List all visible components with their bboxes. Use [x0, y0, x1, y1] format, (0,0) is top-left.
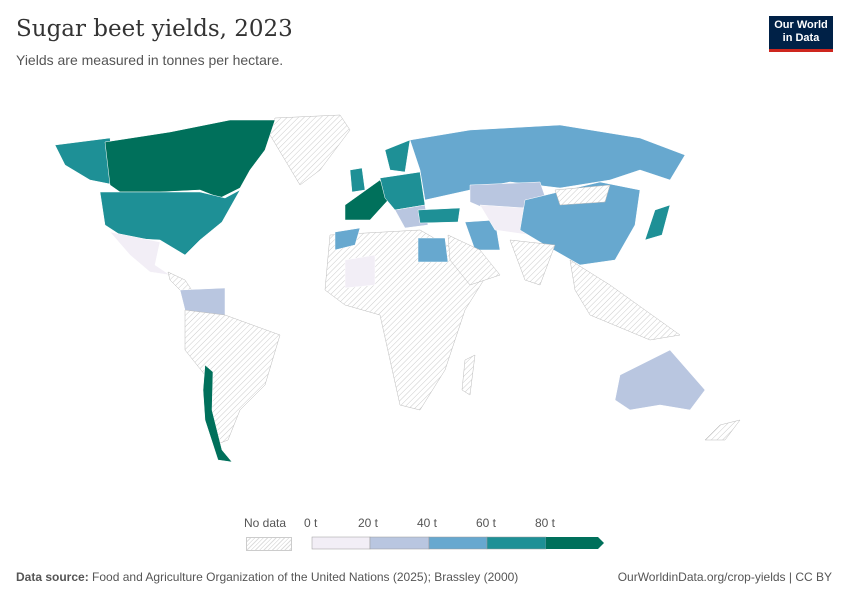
- country-iran[interactable]: [464, 219, 501, 251]
- legend-no-data-label: No data: [244, 516, 287, 530]
- world-map: [54, 114, 741, 463]
- data-source: Data source: Food and Agriculture Organi…: [16, 570, 518, 584]
- country-scandinavia[interactable]: [384, 139, 411, 173]
- country-india[interactable]: [509, 239, 556, 286]
- country-mali[interactable]: [344, 254, 376, 289]
- country-usa[interactable]: [99, 189, 241, 256]
- country-chile[interactable]: [202, 364, 233, 463]
- country-australia[interactable]: [614, 349, 706, 411]
- country-central-europe[interactable]: [379, 171, 426, 211]
- country-new-zealand[interactable]: [704, 419, 741, 441]
- legend-tick: 0 t: [304, 516, 318, 530]
- legend-bin-0-20: [311, 536, 371, 550]
- footer-link[interactable]: OurWorldinData.org/crop-yields | CC BY: [617, 570, 832, 584]
- country-madagascar[interactable]: [461, 354, 476, 396]
- country-russia[interactable]: [409, 124, 686, 201]
- country-alaska[interactable]: [54, 137, 116, 186]
- country-se-asia[interactable]: [569, 259, 681, 341]
- legend-tick: 40 t: [417, 516, 438, 530]
- country-spain-france[interactable]: [344, 179, 391, 221]
- source-label: Data source:: [16, 570, 89, 584]
- country-japan[interactable]: [644, 204, 671, 241]
- country-south-america[interactable]: [184, 309, 281, 446]
- legend-bin-60-80: [486, 536, 547, 550]
- logo-line2: in Data: [782, 32, 820, 44]
- legend-tick: 60 t: [476, 516, 497, 530]
- chart-title: Sugar beet yields, 2023: [16, 16, 293, 42]
- legend-tick: 20 t: [358, 516, 379, 530]
- logo-line1: Our World: [774, 19, 828, 31]
- owid-logo[interactable]: Our World in Data: [769, 16, 833, 52]
- country-uk[interactable]: [349, 167, 366, 193]
- legend-tick: 80 t: [535, 516, 556, 530]
- country-morocco[interactable]: [334, 227, 361, 251]
- legend-bin-20-40: [369, 536, 430, 550]
- source-text: Food and Agriculture Organization of the…: [92, 570, 519, 584]
- country-egypt[interactable]: [417, 237, 449, 263]
- country-greenland[interactable]: [269, 114, 351, 186]
- country-mongolia[interactable]: [554, 184, 611, 206]
- legend-no-data-swatch: [246, 537, 292, 551]
- country-middle-east[interactable]: [447, 234, 501, 286]
- chart-subtitle: Yields are measured in tonnes per hectar…: [16, 52, 284, 68]
- legend-bin-80-plus: [546, 537, 604, 549]
- legend-bin-40-60: [428, 536, 488, 550]
- country-turkey[interactable]: [417, 207, 461, 224]
- country-canada[interactable]: [104, 119, 276, 199]
